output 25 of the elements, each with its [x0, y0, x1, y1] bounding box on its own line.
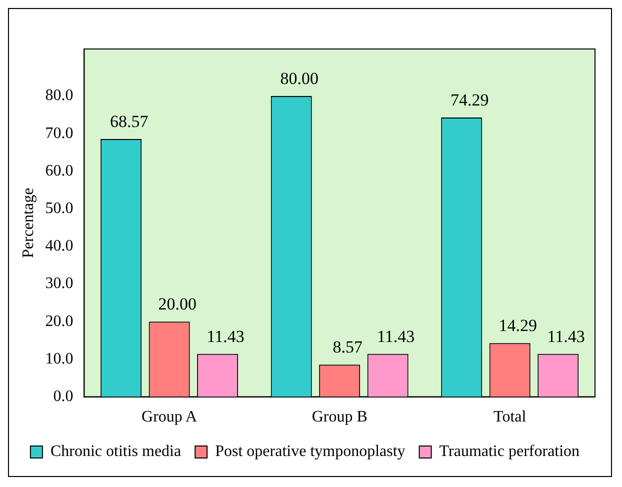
legend-label: Chronic otitis media [50, 443, 182, 460]
data-label: 14.29 [498, 316, 537, 336]
y-tick-label: 80.0 [45, 87, 74, 104]
data-label: 68.57 [110, 112, 149, 131]
data-label: 11.43 [547, 326, 585, 346]
y-tick-label: 20.0 [45, 312, 74, 330]
y-axis-title: Percentage [20, 188, 37, 258]
data-label: 8.57 [332, 338, 363, 357]
data-label: 80.00 [280, 68, 318, 88]
y-tick-label: 50.0 [45, 200, 74, 218]
y-tick-label: 60.0 [45, 162, 74, 180]
y-tick-label: 30.0 [45, 275, 74, 292]
y-tick-label: 0.0 [53, 388, 74, 406]
y-tick-label: 40.0 [45, 238, 74, 255]
legend-label: Traumatic perforation [439, 443, 580, 460]
data-label: 11.43 [377, 326, 415, 346]
x-tick-label: Total [494, 408, 527, 426]
x-tick-label: Group B [312, 408, 368, 426]
y-tick-label: 70.0 [45, 124, 74, 142]
data-label: 74.29 [450, 90, 489, 110]
legend-label: Post operative tymponoplasty [215, 443, 406, 460]
y-tick-label: 10.0 [45, 350, 74, 368]
data-label: 20.00 [158, 294, 196, 314]
data-label: 11.43 [206, 326, 244, 346]
x-tick-label: Group A [142, 408, 198, 426]
